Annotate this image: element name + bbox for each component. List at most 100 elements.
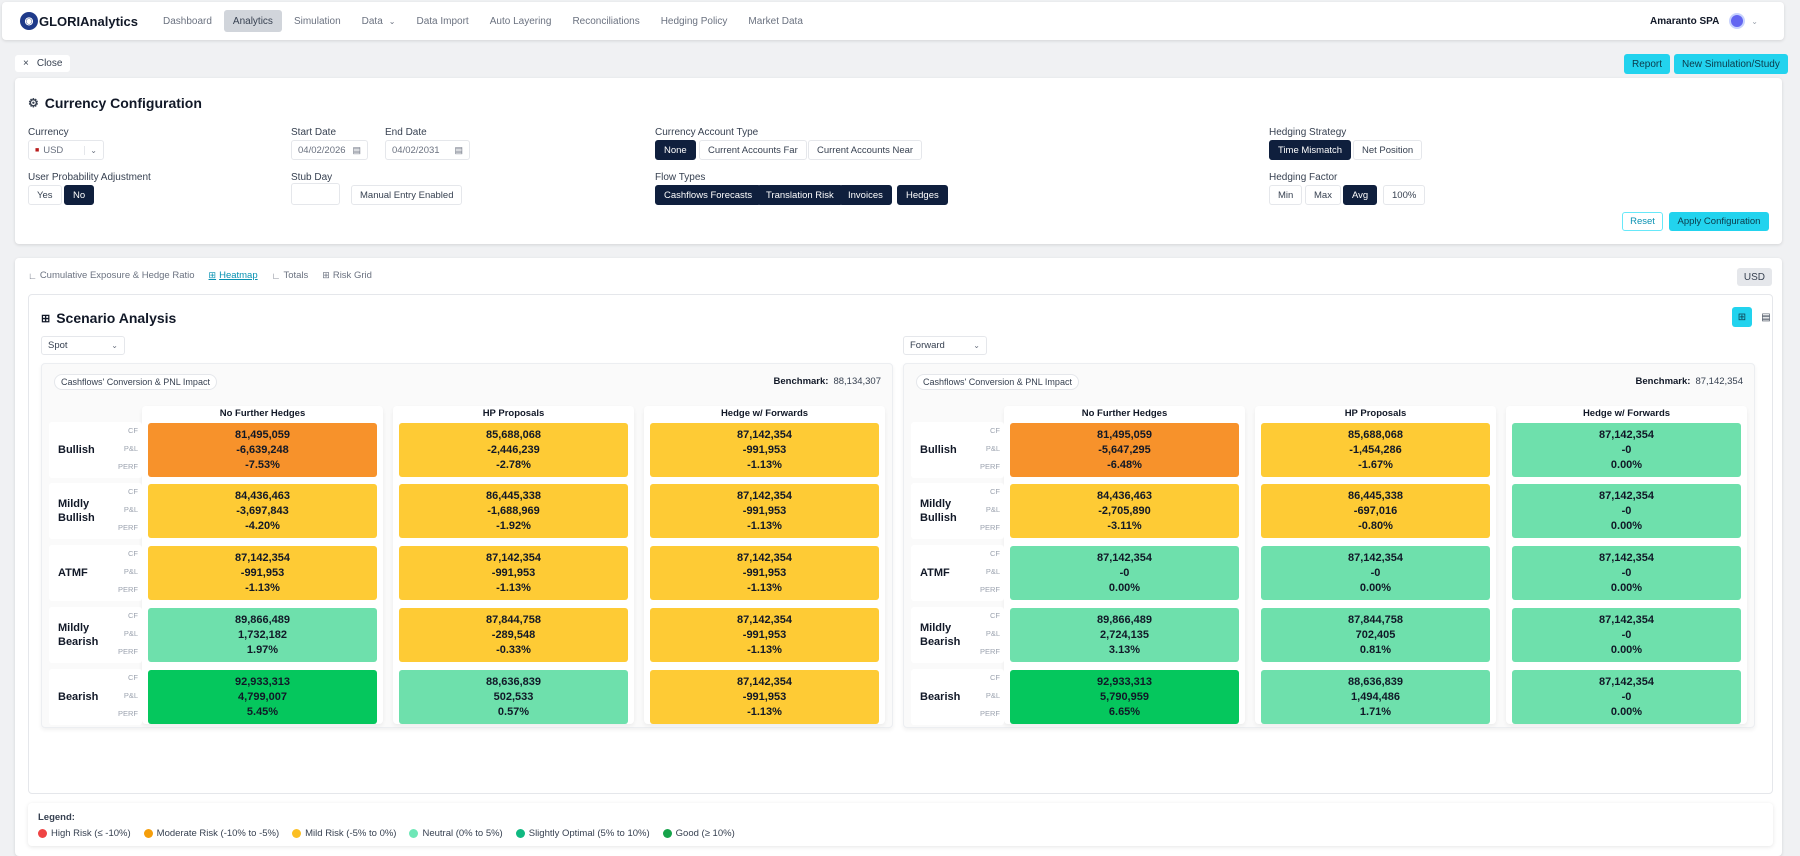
chevron-down-icon: ⌄ [111, 341, 118, 350]
end-date-input[interactable]: 04/02/2031 ▤ [385, 140, 470, 160]
heatmap-cell[interactable]: 92,933,313 5,790,959 6.65% [1010, 670, 1239, 724]
start-date-input[interactable]: 04/02/2026 ▤ [291, 140, 368, 160]
grid-icon: ⊞ [41, 312, 51, 325]
legend-item: Good (≥ 10%) [662, 828, 735, 839]
account-type-none[interactable]: None [655, 140, 696, 160]
close-button[interactable]: × Close [15, 55, 71, 72]
strategy-net-position[interactable]: Net Position [1353, 140, 1423, 160]
row-header: ATMF CF P&L PERF [49, 545, 142, 601]
factor-min[interactable]: Min [1269, 185, 1303, 205]
heatmap-cell[interactable]: 87,142,354 -0 0.00% [1512, 484, 1741, 538]
report-button[interactable]: Report [1624, 54, 1671, 74]
row-name: Mildly Bullish [920, 498, 957, 524]
cell-cf-value: 86,445,338 [1347, 489, 1404, 502]
reset-button[interactable]: Reset [1622, 212, 1663, 231]
currency-select[interactable]: ■ USD ⌄ [28, 140, 104, 160]
heatmap-cell[interactable]: 85,688,068 -1,454,286 -1.67% [1261, 423, 1490, 477]
heatmap-cell[interactable]: 81,495,059 -6,639,248 -7.53% [148, 423, 377, 477]
manual-entry-button[interactable]: Manual Entry Enabled [351, 185, 463, 205]
forward-select[interactable]: Forward ⌄ [903, 336, 987, 355]
cell-cf-value: 87,844,758 [1347, 613, 1404, 626]
flow-cashflows-forecasts[interactable]: Cashflows Forecasts [655, 185, 762, 205]
heatmap-cell[interactable]: 87,142,354 -991,953 -1.13% [650, 670, 879, 724]
heatmap-cell[interactable]: 87,142,354 -991,953 -1.13% [650, 423, 879, 477]
heatmap-cell[interactable]: 87,142,354 -991,953 -1.13% [650, 608, 879, 662]
brand-logo[interactable]: ◉ GLORIAnalytics [20, 12, 142, 30]
stub-day-input[interactable] [291, 183, 340, 205]
nav-label: Dashboard [163, 15, 212, 27]
new-simulation-button[interactable]: New Simulation/Study [1674, 54, 1788, 74]
heatmap-cell[interactable]: 85,688,068 -2,446,239 -2.78% [399, 423, 628, 477]
tab-risk-grid[interactable]: ⊞ Risk Grid [322, 270, 372, 281]
heatmap-cell[interactable]: 89,866,489 2,724,135 3.13% [1010, 608, 1239, 662]
heatmap-cell[interactable]: 84,436,463 -2,705,890 -3.11% [1010, 484, 1239, 538]
row-metric-label: P&L [123, 629, 138, 638]
heatmap-cell[interactable]: 92,933,313 4,799,007 5.45% [148, 670, 377, 724]
cell-cf-value: 84,436,463 [1096, 489, 1153, 502]
cell-perf-value: -1.13% [245, 581, 280, 594]
cell-cf-value: 87,142,354 [736, 551, 793, 564]
tab-cumulative-exposure[interactable]: ∟ Cumulative Exposure & Hedge Ratio [28, 270, 195, 281]
heatmap-cell[interactable]: 88,636,839 502,533 0.57% [399, 670, 628, 724]
nav-data[interactable]: Data ⌄ [353, 10, 405, 32]
factor-100[interactable]: 100% [1383, 185, 1426, 205]
heatmap-cell[interactable]: 87,142,354 -0 0.00% [1010, 546, 1239, 600]
flow-hedges[interactable]: Hedges [897, 185, 948, 205]
cell-cf-value: 87,844,758 [485, 613, 542, 626]
tab-heatmap[interactable]: ⊞ Heatmap [209, 270, 258, 281]
config-title-text: Currency Configuration [44, 95, 202, 111]
heatmap-cell[interactable]: 86,445,338 -697,016 -0.80% [1261, 484, 1490, 538]
legend-dot-icon [409, 829, 419, 838]
heatmap-cell[interactable]: 87,142,354 -991,953 -1.13% [650, 546, 879, 600]
heatmap-cell[interactable]: 87,142,354 -991,953 -1.13% [650, 484, 879, 538]
heatmap-cell[interactable]: 87,844,758 -289,548 -0.33% [399, 608, 628, 662]
nav-dashboard[interactable]: Dashboard [154, 10, 221, 32]
nav-reconciliations[interactable]: Reconciliations [563, 10, 648, 32]
nav-simulation[interactable]: Simulation [285, 10, 350, 32]
row-header: Bullish CF P&L PERF [911, 422, 1004, 478]
column-header: HP Proposals [482, 408, 545, 419]
tab-totals[interactable]: ∟ Totals [272, 270, 309, 281]
user-prob-no[interactable]: No [64, 185, 95, 205]
cell-perf-value: 0.00% [1610, 705, 1643, 718]
scenario-analysis-card: ⊞ Scenario Analysis ⊞ ▤ Spot ⌄ Forward ⌄… [28, 294, 1773, 794]
apply-configuration-button[interactable]: Apply Configuration [1669, 212, 1769, 231]
heatmap-cell[interactable]: 87,142,354 -0 0.00% [1512, 608, 1741, 662]
row-header: Bullish CF P&L PERF [49, 422, 142, 478]
cell-pl-value: 702,405 [1355, 628, 1396, 641]
row-metric-label: P&L [985, 505, 1000, 514]
table-view-toggle[interactable]: ▤ [1756, 307, 1776, 327]
strategy-time-mismatch[interactable]: Time Mismatch [1269, 140, 1352, 160]
heatmap-cell[interactable]: 87,142,354 -0 0.00% [1261, 546, 1490, 600]
account-type-far[interactable]: Current Accounts Far [699, 140, 807, 160]
heatmap-cell[interactable]: 87,844,758 702,405 0.81% [1261, 608, 1490, 662]
heatmap-cell[interactable]: 87,142,354 -0 0.00% [1512, 670, 1741, 724]
flow-invoices[interactable]: Invoices [839, 185, 892, 205]
nav-analytics[interactable]: Analytics [223, 10, 282, 32]
heatmap-cell[interactable]: 86,445,338 -1,688,969 -1.92% [399, 484, 628, 538]
heatmap-cell[interactable]: 87,142,354 -991,953 -1.13% [148, 546, 377, 600]
heatmap-cell[interactable]: 81,495,059 -5,647,295 -6.48% [1010, 423, 1239, 477]
spot-select[interactable]: Spot ⌄ [41, 336, 125, 355]
nav-auto-layering[interactable]: Auto Layering [481, 10, 561, 32]
factor-avg[interactable]: Avg [1343, 185, 1378, 205]
nav-data-import[interactable]: Data Import [407, 10, 477, 32]
cell-cf-value: 87,142,354 [1096, 551, 1153, 564]
heatmap-cell[interactable]: 87,142,354 -0 0.00% [1512, 423, 1741, 477]
start-date-value: 04/02/2026 [298, 144, 346, 156]
heatmap-cell[interactable]: 84,436,463 -3,697,843 -4.20% [148, 484, 377, 538]
heatmap-cell[interactable]: 88,636,839 1,494,486 1.71% [1261, 670, 1490, 724]
config-title: ⚙ Currency Configuration [28, 95, 202, 111]
nav-market-data[interactable]: Market Data [739, 10, 811, 32]
account-type-near[interactable]: Current Accounts Near [808, 140, 923, 160]
nav-hedging-policy[interactable]: Hedging Policy [652, 10, 737, 32]
user-menu[interactable]: Amaranto SPA ⌄ [1650, 2, 1758, 40]
heatmap-cell[interactable]: 87,142,354 -0 0.00% [1512, 546, 1741, 600]
factor-max[interactable]: Max [1305, 185, 1341, 205]
heatmap-cell[interactable]: 87,142,354 -991,953 -1.13% [399, 546, 628, 600]
grid-view-toggle[interactable]: ⊞ [1732, 307, 1752, 327]
row-metric-label: CF [990, 549, 1000, 558]
user-prob-yes[interactable]: Yes [28, 185, 62, 205]
flow-translation-risk[interactable]: Translation Risk [757, 185, 843, 205]
heatmap-cell[interactable]: 89,866,489 1,732,182 1.97% [148, 608, 377, 662]
